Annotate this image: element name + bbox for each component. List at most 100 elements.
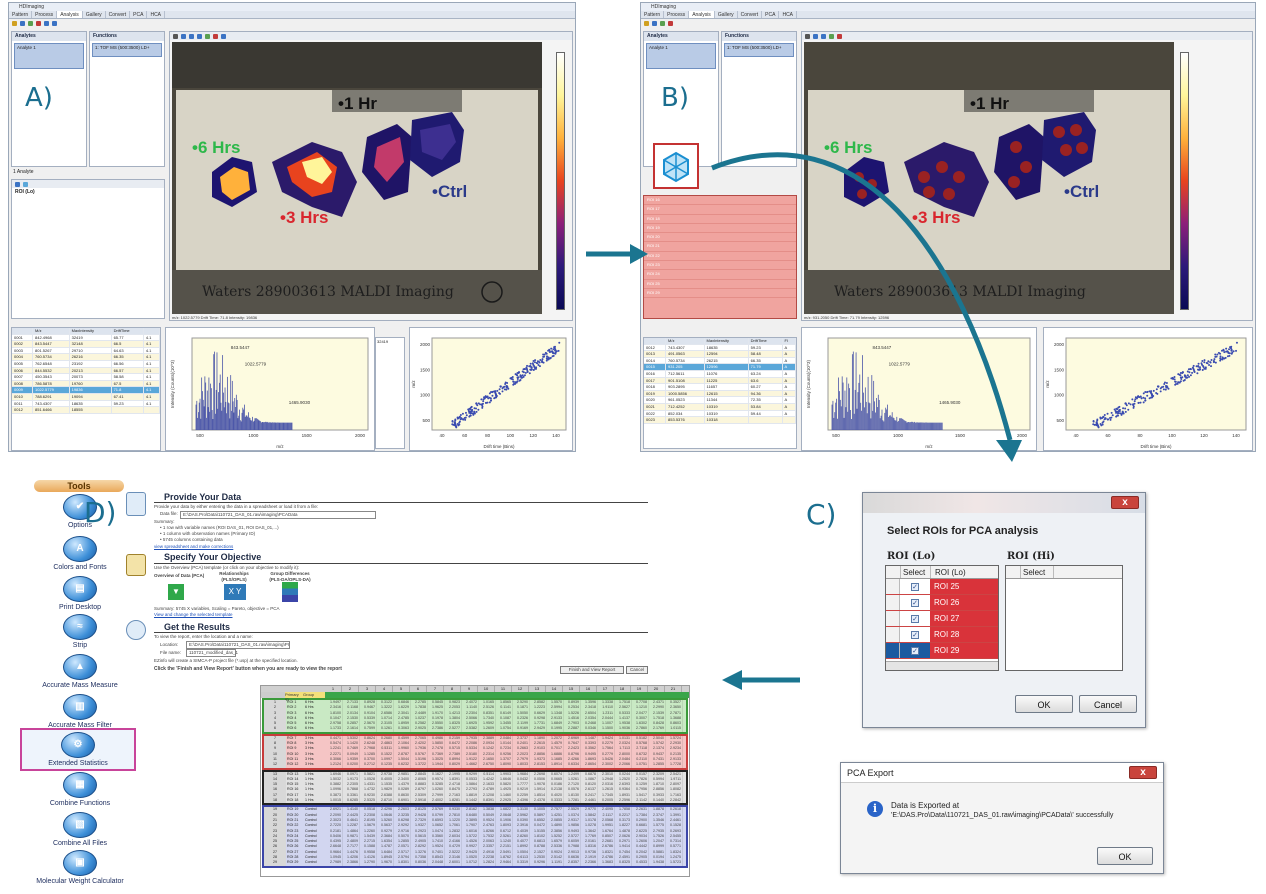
sheet-row[interactable]: 3 ROI 3 6 Hrs 1.8100 2.0134 0.9104 2.6586 2.304… [264,710,686,716]
tool-accurate-mass-filter[interactable]: ▥ Accurate Mass Filter [20,694,140,729]
table-row[interactable]: 0005 762.6548 23192 66.56 4.1 [12,360,160,368]
cross-icon[interactable] [213,33,218,39]
sheet-row[interactable]: 12 ROI 12 3 Hrs 1.2124 0.0200 0.2712 0.1235 0.6… [264,762,686,768]
table-row[interactable]: 0023 853.5376 10318 [644,416,796,424]
tab-process[interactable]: Process [32,11,58,18]
drift-chart-b[interactable]: 40 60 80 100 120 140 500 1000 1500 2000 Drift time… [1044,328,1253,451]
sheet-row[interactable]: 15 ROI 15 1 Hrs 0.3882 2.2305 1.4331 1.1535 1.4… [264,782,686,788]
change-template-link[interactable]: View and change the selected template [154,612,233,617]
table-row[interactable]: 0004 760.5734 26216 66.35 4.1 [12,353,160,361]
roi-list-item[interactable]: ROI 18 [644,215,796,224]
roi-lo-scrollbar[interactable] [886,661,998,670]
sheet-row[interactable]: 5 ROI 5 6 Hrs 2.9758 0.2857 2.5670 2.3105 1.895… [264,721,686,727]
table-row[interactable]: 0013 491.0563 12594 58.48 A [644,350,796,358]
sheet-row[interactable]: 1 ROI 1 6 Hrs 1.9497 2.7133 0.8928 0.3122 0.684… [264,700,686,706]
tab-pattern[interactable]: Pattern [9,11,33,18]
tool-strip[interactable]: ≈ Strip [20,614,140,649]
function-item[interactable]: 1: TOF MS (500:3500) LD+ [92,43,162,57]
roi-select-row[interactable]: ✓ ROI 25 [886,579,998,595]
column-header[interactable]: MaxIntensity [69,328,112,335]
analyte-item[interactable]: Analyte 1 [14,43,84,69]
table-row[interactable]: 0017 901.5108 11225 63.6 A [644,377,796,385]
tab-gallery[interactable]: Gallery [715,11,738,18]
roi-checkbox[interactable]: ✓ [900,579,930,594]
roi-checkbox[interactable]: ✓ [900,643,930,658]
table-row[interactable]: 0019 1000.5856 12615 94.36 A [644,390,796,398]
sheet-row[interactable]: 16 ROI 16 1 Hrs 1.0996 0.7868 1.4732 1.9829 0.0… [264,787,686,793]
zoom-icon[interactable] [813,33,818,39]
tab-convert[interactable]: Convert [738,11,763,18]
pen-icon[interactable] [197,33,202,39]
mass-table[interactable]: M/z MaxIntensity DriftTime 0001 842.4968 3241… [11,327,161,451]
delete-icon[interactable] [668,20,673,26]
roi-list-item[interactable]: ROI 29 [644,289,796,299]
sheet-row[interactable]: 13 ROI 13 1 Hrs 1.6946 0.0971 0.5821 2.9738 2.9… [264,771,686,777]
column-header[interactable]: M/z [665,338,705,345]
sheet-row[interactable]: 22 ROI 22 Control 2.7220 1.2287 1.5679 0.5637 2… [264,823,686,829]
color-icon[interactable] [221,33,226,39]
column-header[interactable] [644,338,667,345]
table-row[interactable]: 0012 851.6466 18555 [12,406,160,414]
tab-analysis[interactable]: Analysis [57,11,83,18]
pan-icon[interactable] [189,33,194,39]
tissue-image[interactable]: •1 Hr •6 Hrs •3 Hrs •Ctrl Waters 2890036… [172,42,542,314]
tool-molecular-weight-calculator[interactable]: ▣ Molecular Weight Calculator [20,850,140,885]
sheet-row[interactable]: 4 ROI 4 6 Hrs 0.1047 2.1530 0.5339 1.0714 2.478… [264,715,686,722]
drift-chart[interactable]: 40 60 80 100 120 140 500 1000 1500 2000 Drift time… [410,328,573,451]
tool-combine-functions[interactable]: ▦ Combine Functions [20,772,140,807]
roi-list-item[interactable]: ROI 22 [644,252,796,262]
sheet-row[interactable]: 6 ROI 6 6 Hrs 1.1733 2.1614 0.7599 0.1261 0.306… [264,726,686,732]
check-icon[interactable] [205,33,210,39]
tissue-image-b[interactable]: •1 Hr •6 Hrs •3 Hrs •Ctrl Waters 2890036… [804,42,1174,314]
tool-accurate-mass-measure[interactable]: ▲ Accurate Mass Measure [20,654,140,689]
pca-export-button[interactable] [653,143,699,189]
add-icon[interactable] [660,20,665,26]
roi-select-row[interactable]: ✓ ROI 28 [886,627,998,643]
check-icon[interactable] [829,33,834,39]
sheet-row[interactable]: 19 ROI 19 Control 2.6921 1.4140 0.0518 2.4296 2… [264,807,686,813]
view-spreadsheet-link[interactable]: view spreadsheet and make corrections [154,544,234,549]
roi-list-item[interactable]: ROI 19 [644,224,796,234]
tool-combine-all-files[interactable]: ▧ Combine All Files [20,812,140,847]
location-input[interactable]: E:\DAS.Pro\Data\110721_DAS_01.raw\imagin… [186,641,290,649]
table-row[interactable]: 0008 786.5878 19760 67.5 4.1 [12,380,160,388]
column-header[interactable]: M/z [32,328,70,335]
pca-spreadsheet[interactable]: 1 2 3 4 5 6 7 8 9 10 11 12 13 14 15 16 17 18 19 20 21 Primary… [260,685,690,877]
sheet-row[interactable]: 23 ROI 23 Control 0.2181 1.4864 1.2260 0.9279 2… [264,828,686,834]
ok-button[interactable]: OK [1015,695,1073,713]
roi-select-row[interactable]: ✓ ROI 26 [886,595,998,611]
roi-checkbox[interactable]: ✓ [900,627,930,642]
delete-icon[interactable] [36,20,41,26]
roi-list-b[interactable]: ROI 16 ROI 17 ROI 18 ROI 19 ROI 20 ROI 21 ROI … [643,195,797,319]
table-row[interactable]: 0014 760.5734 26215 66.35 A [644,357,796,365]
add-icon[interactable] [28,20,33,26]
column-header[interactable] [143,328,160,335]
cancel-button[interactable]: Cancel [1079,695,1137,713]
mass-table-b[interactable]: M/z MaxIntensity DriftTime Fl 0012 743.4307 18… [643,337,797,449]
intensity-colorbar[interactable] [556,52,565,310]
table-row[interactable]: 0003 801.5267 29710 64.63 4.1 [12,347,160,355]
spectrum-chart[interactable]: 843.5447 1022.5779 1465.9030 500 1000 1500 200… [166,328,375,451]
sheet-row[interactable]: 24 ROI 24 Control 0.5406 0.9871 1.5439 2.3684 0… [264,833,686,840]
sheet-row[interactable]: 9 ROI 9 3 Hrs 1.2241 0.7469 2.7968 0.5311 1.996… [264,746,686,752]
roi-draw-icon[interactable] [15,181,20,187]
sheet-row[interactable]: 14 ROI 14 1 Hrs 1.5032 1.9173 1.0528 0.4005 2.3… [264,776,686,783]
table-row[interactable]: 0010 788.6291 19094 67.41 4.1 [12,393,160,401]
column-header[interactable] [12,328,33,335]
sheet-row[interactable]: 11 ROI 11 3 Hrs 0.3066 1.9359 0.3700 1.0997 1.5… [264,756,686,763]
roi-checkbox[interactable]: ✓ [900,611,930,626]
roi-list-item[interactable]: ROI 24 [644,270,796,280]
column-header[interactable]: DriftTime [111,328,144,335]
spectrum-chart-b[interactable]: 843.5447 1022.5779 1465.9030 500 1000 1500 200… [802,328,1037,451]
tab-pca[interactable]: PCA [762,11,780,18]
open-icon[interactable] [12,20,17,26]
roi-list-item[interactable]: ROI 20 [644,233,796,243]
sheet-row[interactable]: 20 ROI 20 Control 2.2090 2.4425 2.2308 1.0646 2… [264,812,686,818]
tool-colors-and-fonts[interactable]: A Colors and Fonts [20,536,140,571]
roi-list-item[interactable]: ROI 16 [644,196,796,206]
sheet-row[interactable]: 10 ROI 10 3 Hrs 2.2271 0.0949 1.1285 0.1522 2.8… [264,751,686,757]
sheet-row[interactable]: 25 ROI 25 Control 0.4395 2.4809 2.2715 1.6354 1… [264,839,686,845]
table-row[interactable]: 0018 903.2895 11657 60.27 A [644,383,796,391]
sheet-row[interactable]: 27 ROI 27 Control 0.9664 1.4476 0.9558 1.6484 2… [264,849,686,856]
data-file-input[interactable]: E:\DAS.Pro\Data\110721_DAS_01.raw\imagin… [180,511,376,519]
